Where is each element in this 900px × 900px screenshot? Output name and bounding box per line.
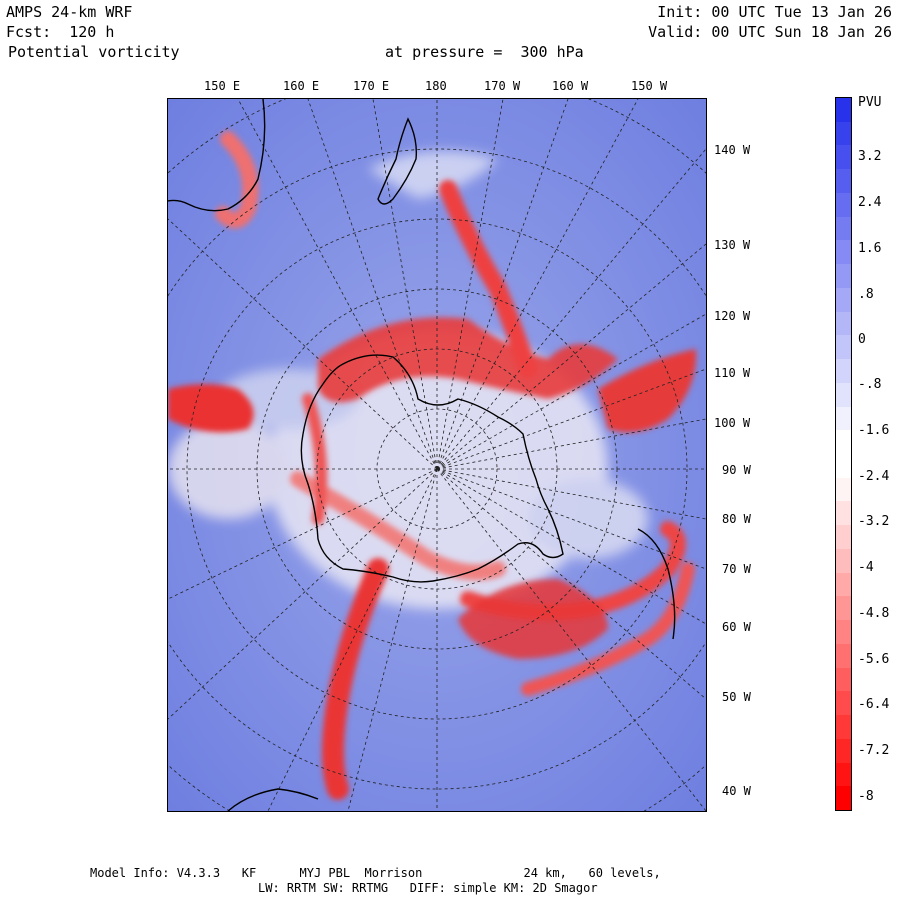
colorbar-unit: PVU (858, 95, 882, 110)
colorbar-cell (836, 145, 851, 170)
colorbar-cell (836, 620, 851, 645)
lon-label-right: 110 W (714, 366, 751, 380)
lon-label-top: 160 W (552, 79, 589, 93)
colorbar-cell (836, 311, 851, 336)
colorbar-cell (836, 169, 851, 194)
lon-label-top: 170 W (484, 79, 521, 93)
colorbar-cell (836, 335, 851, 360)
forecast-hour: Fcst: 120 h (6, 23, 115, 41)
colorbar-tick: 0 (858, 332, 866, 347)
colorbar-cell (836, 786, 851, 811)
colorbar-cell (836, 406, 851, 431)
lon-label-right: 140 W (714, 143, 751, 157)
colorbar-tick: 3.2 (858, 149, 882, 164)
colorbar-cell (836, 667, 851, 692)
lon-label-top: 170 E (353, 79, 390, 93)
colorbar-cell (836, 572, 851, 597)
colorbar-cell (836, 691, 851, 716)
colorbar-tick: -6.4 (858, 697, 890, 712)
lon-label-top: 150 E (204, 79, 241, 93)
colorbar-cell (836, 454, 851, 479)
colorbar-tick: -.8 (858, 377, 882, 392)
lon-label-right: 60 W (722, 620, 751, 634)
colorbar-cell (836, 738, 851, 764)
colorbar-cell (836, 121, 851, 146)
model-title: AMPS 24-km WRF (6, 3, 133, 21)
field-name: Potential vorticity (8, 43, 180, 61)
colorbar-cell (836, 715, 851, 740)
colorbar-cell (836, 287, 851, 313)
colorbar-cell (836, 240, 851, 265)
pv-field-svg (168, 99, 706, 811)
colorbar-cell (836, 525, 851, 550)
australia-coast (168, 99, 266, 212)
lon-label-right: 90 W (722, 463, 751, 477)
coastlines (168, 99, 676, 811)
africa-coast (227, 788, 319, 811)
colorbar-tick: -4 (858, 560, 874, 575)
colorbar-cell (836, 359, 851, 384)
lon-label-right: 70 W (722, 562, 751, 576)
colorbar-cell (836, 382, 851, 408)
lon-label-right: 120 W (714, 309, 751, 323)
pv-map (167, 98, 707, 812)
lon-label-right: 40 W (722, 784, 751, 798)
colorbar-tick: .8 (858, 287, 874, 302)
colorbar-cell (836, 477, 851, 502)
lon-label-right: 100 W (714, 416, 751, 430)
colorbar-cell (836, 264, 851, 289)
init-time: Init: 00 UTC Tue 13 Jan 26 (657, 3, 892, 21)
south-america-coast (637, 528, 676, 640)
colorbar-cell (836, 98, 851, 123)
valid-time: Valid: 00 UTC Sun 18 Jan 26 (648, 23, 892, 41)
colorbar-tick: -7.2 (858, 743, 890, 758)
colorbar-cell (836, 762, 851, 787)
lon-label-top: 150 W (631, 79, 668, 93)
colorbar-tick: 1.6 (858, 241, 882, 256)
colorbar-cell (836, 430, 851, 455)
new-zealand-coast (377, 117, 418, 205)
pv-colorbar (835, 97, 852, 811)
pv-low-features (168, 131, 697, 800)
colorbar-cell (836, 596, 851, 621)
colorbar-tick: -3.2 (858, 514, 890, 529)
antarctica-coast (300, 354, 564, 583)
colorbar-tick: 2.4 (858, 195, 882, 210)
colorbar-cell (836, 192, 851, 218)
colorbar-tick: -8 (858, 789, 874, 804)
lon-label-top: 180 (425, 79, 447, 93)
colorbar-tick: -2.4 (858, 469, 890, 484)
model-info-line2: LW: RRTM SW: RRTMG DIFF: simple KM: 2D S… (258, 881, 598, 895)
colorbar-tick: -4.8 (858, 606, 890, 621)
colorbar-tick: -1.6 (858, 423, 890, 438)
lon-label-top: 160 E (283, 79, 320, 93)
model-info-line1: Model Info: V4.3.3 KF MYJ PBL Morrison 2… (90, 866, 661, 880)
lon-label-right: 130 W (714, 238, 751, 252)
colorbar-cell (836, 216, 851, 241)
colorbar-cell (836, 643, 851, 669)
colorbar-cell (836, 548, 851, 574)
colorbar-cell (836, 501, 851, 526)
lon-label-right: 80 W (722, 512, 751, 526)
colorbar-tick: -5.6 (858, 652, 890, 667)
graticule (168, 99, 706, 811)
pressure-level: at pressure = 300 hPa (385, 43, 584, 61)
lon-label-right: 50 W (722, 690, 751, 704)
